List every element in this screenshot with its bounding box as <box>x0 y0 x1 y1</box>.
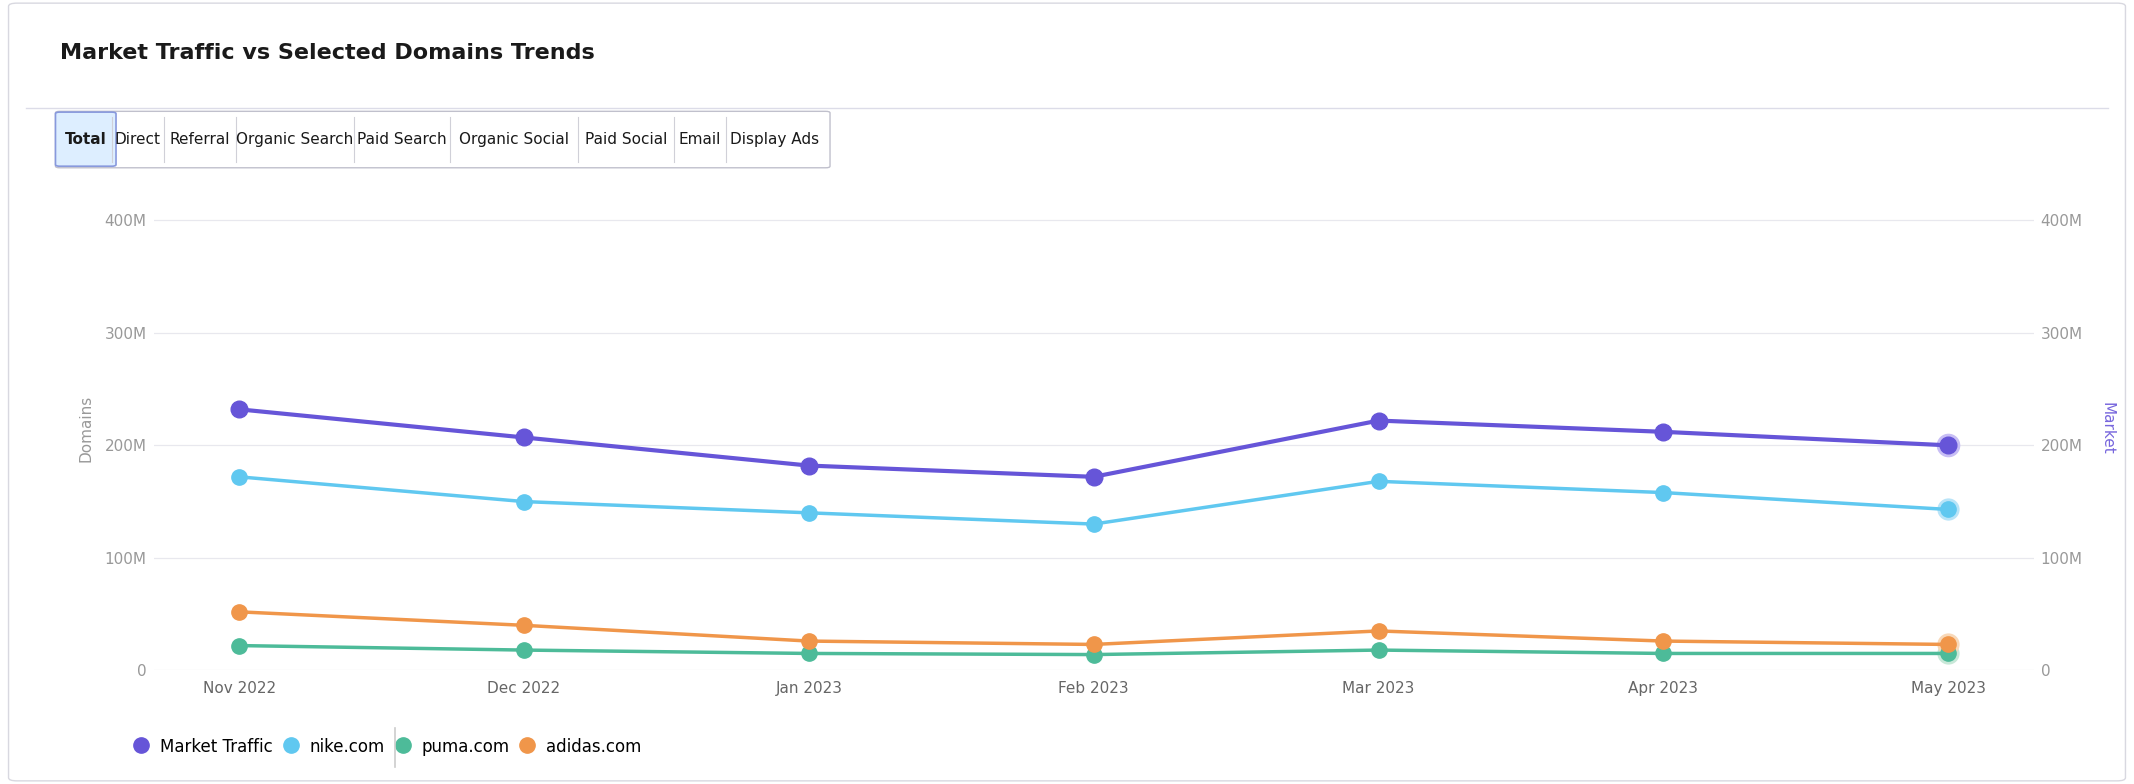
Text: Referral: Referral <box>169 132 230 147</box>
Legend: Market Traffic, nike.com, puma.com, adidas.com: Market Traffic, nike.com, puma.com, adid… <box>137 738 640 756</box>
Text: Market Traffic vs Selected Domains Trends: Market Traffic vs Selected Domains Trend… <box>60 43 595 64</box>
Y-axis label: Market: Market <box>2100 402 2115 455</box>
Text: Direct: Direct <box>115 132 160 147</box>
Text: Total: Total <box>64 132 107 147</box>
Text: Paid Search: Paid Search <box>356 132 446 147</box>
Y-axis label: Domains: Domains <box>79 395 94 462</box>
Text: Organic Search: Organic Search <box>237 132 354 147</box>
Text: Paid Social: Paid Social <box>585 132 668 147</box>
Text: Display Ads: Display Ads <box>730 132 819 147</box>
Text: Email: Email <box>679 132 721 147</box>
Text: Organic Social: Organic Social <box>459 132 570 147</box>
